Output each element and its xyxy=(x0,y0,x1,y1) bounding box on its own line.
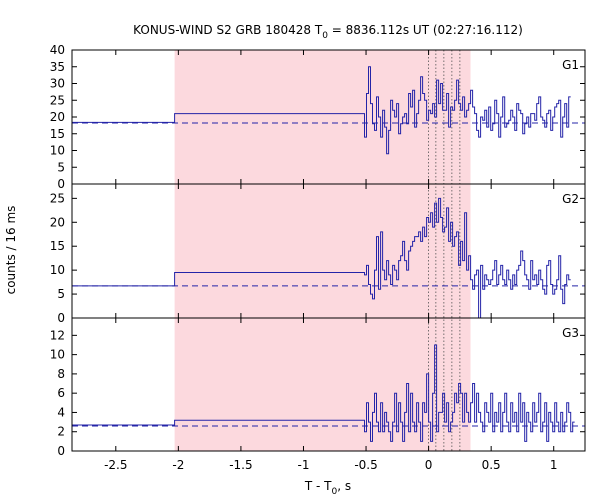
x-axis-label: T - T0, s xyxy=(304,479,351,497)
y-axis-label: counts / 16 ms xyxy=(4,206,18,295)
g3-y-tick-label: 4 xyxy=(57,405,65,419)
g2-y-tick-label: 0 xyxy=(57,311,65,325)
g1-y-tick-label: 30 xyxy=(50,77,65,91)
g1-y-tick-label: 35 xyxy=(50,60,65,74)
g2-y-tick-label: 20 xyxy=(50,215,65,229)
g3-y-tick-label: 6 xyxy=(57,386,65,400)
g1-y-tick-label: 20 xyxy=(50,110,65,124)
g3-y-tick-label: 12 xyxy=(50,328,65,342)
x-tick-label: 0 xyxy=(425,458,433,472)
g1-panel-label: G1 xyxy=(562,58,579,72)
g3-y-tick-label: 10 xyxy=(50,348,65,362)
g2-y-tick-label: 15 xyxy=(50,239,65,253)
x-tick-label: -2.5 xyxy=(104,458,127,472)
x-tick-label: -2 xyxy=(172,458,184,472)
g3-y-tick-label: 0 xyxy=(57,444,65,458)
g3-y-tick-label: 2 xyxy=(57,425,65,439)
chart-title: KONUS-WIND S2 GRB 180428 T0 = 8836.112s … xyxy=(133,23,523,41)
g2-y-tick-label: 25 xyxy=(50,191,65,205)
g2-panel-label: G2 xyxy=(562,192,579,206)
g2-y-tick-label: 10 xyxy=(50,263,65,277)
x-tick-label: -1 xyxy=(297,458,309,472)
g2-y-tick-label: 5 xyxy=(57,287,65,301)
g1-y-tick-label: 10 xyxy=(50,144,65,158)
g1-lightcurve xyxy=(72,66,571,155)
g1-y-tick-label: 5 xyxy=(57,160,65,174)
g2-lightcurve xyxy=(72,197,571,319)
g1-y-tick-label: 0 xyxy=(57,177,65,191)
g1-y-tick-label: 25 xyxy=(50,93,65,107)
burst-interval-shade xyxy=(174,50,471,451)
g3-panel-frame xyxy=(71,317,586,452)
g1-y-tick-label: 40 xyxy=(50,43,65,57)
x-tick-label: 0.5 xyxy=(482,458,501,472)
g3-y-tick-label: 8 xyxy=(57,367,65,381)
x-tick-label: -0.5 xyxy=(354,458,377,472)
g3-lightcurve xyxy=(72,344,575,442)
g1-y-tick-label: 15 xyxy=(50,127,65,141)
x-tick-label: -1.5 xyxy=(229,458,252,472)
g3-panel-label: G3 xyxy=(562,326,579,340)
x-tick-label: 1 xyxy=(550,458,558,472)
